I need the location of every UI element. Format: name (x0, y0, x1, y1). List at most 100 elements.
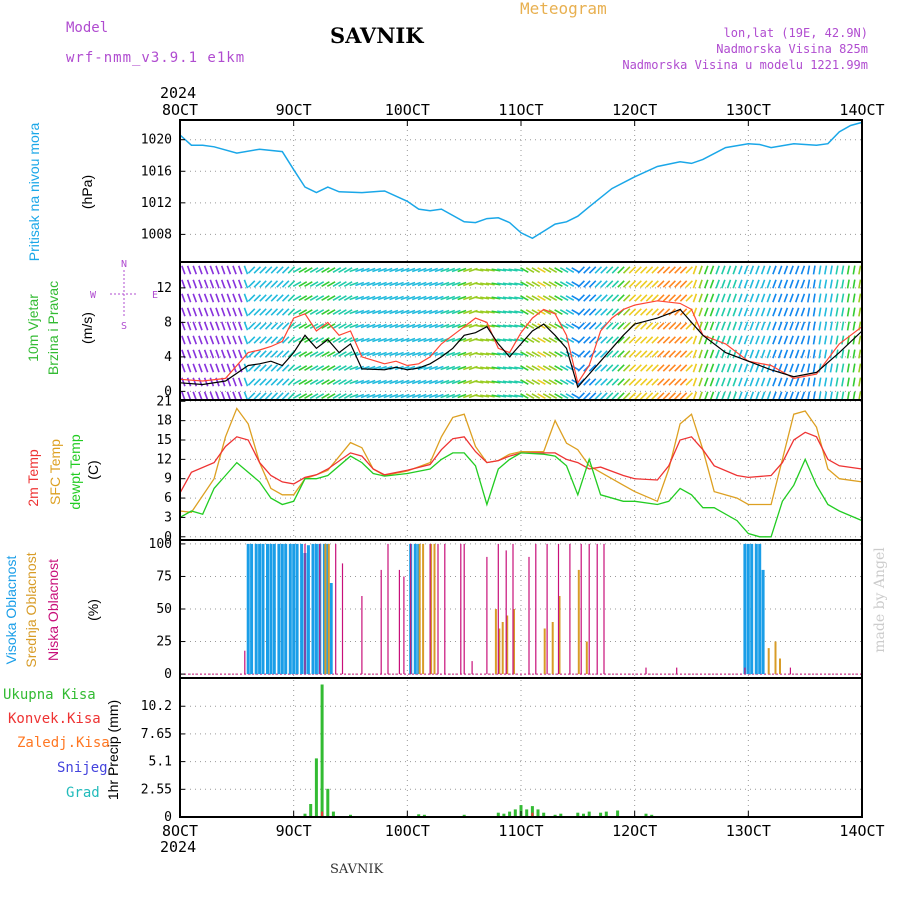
wind-arrow (417, 295, 427, 301)
wind-arrow (281, 364, 290, 372)
wind-arrow (600, 392, 608, 400)
wind-arrow (360, 379, 370, 385)
wind-arrow (243, 335, 249, 345)
temp-tick-label: 18 (156, 414, 172, 429)
wind-arrow (326, 295, 336, 301)
wind-arrow (721, 279, 726, 289)
wind-arrow (668, 336, 676, 344)
wind-arrow (209, 349, 215, 359)
wind-arrow (497, 394, 507, 398)
wind-arrow (668, 350, 676, 358)
gridlines (180, 120, 862, 818)
wind-arrow (451, 281, 461, 287)
wind-arrow (247, 378, 256, 386)
wind-arrow (852, 391, 856, 400)
wind-arrow (645, 350, 654, 358)
wind-arrow (760, 349, 766, 359)
wind-arrow (394, 351, 404, 357)
wind-arrow (243, 307, 249, 317)
station-title: SAVNIK (330, 23, 424, 48)
wind-arrow (605, 392, 614, 400)
wind-arrow (520, 309, 529, 315)
wind-arrow (835, 265, 839, 275)
wind-arrow (594, 266, 603, 274)
cloud-panel: Visoka Oblacnost Srednja Oblacnost Niska O… (3, 543, 888, 675)
wind-arrow (372, 393, 382, 399)
wind-arrow (192, 265, 198, 275)
wind-arrow (824, 279, 828, 289)
wind-arrow (715, 377, 720, 387)
wind-arrow (743, 279, 749, 289)
low-cloud-bar (398, 569, 400, 675)
wind-arrow (662, 378, 671, 386)
wind-arrow (692, 363, 698, 373)
wind-arrow (800, 335, 806, 345)
wind-arrow (777, 377, 783, 387)
wind-arrow (588, 280, 597, 288)
wind-arrow (377, 393, 387, 399)
wind-arrow (611, 308, 620, 316)
wind-arrow (732, 335, 737, 345)
wind-arrow (400, 309, 410, 315)
wind-arrow (514, 324, 524, 328)
wind-arrow (321, 351, 330, 357)
wind-arrow (360, 337, 370, 343)
wind-arrow (383, 295, 393, 301)
wind-arrow (417, 323, 427, 329)
wind-arrow (281, 266, 290, 274)
wind-arrow (800, 377, 806, 387)
wind-arrow (732, 377, 737, 387)
mid-cloud-bar (577, 569, 580, 675)
wind-arrow (600, 378, 608, 386)
wind-arrow (394, 295, 404, 301)
wind-arrow (451, 393, 461, 399)
wind-arrow (835, 391, 839, 400)
wind-arrow (349, 267, 359, 273)
wind-arrow (559, 295, 569, 301)
wind-arrow (772, 307, 777, 317)
wind-arrow (628, 364, 637, 372)
cloud-unit: (%) (85, 599, 101, 621)
wind-arrow (565, 323, 575, 329)
x-tick-label-top: 10OCT (385, 101, 430, 119)
wind-arrow (548, 267, 558, 273)
temp-tick-label: 0 (164, 530, 172, 545)
wind-arrow (457, 295, 467, 301)
wind-arrow (349, 351, 359, 357)
wind-arrow (605, 350, 614, 358)
wind-arrow (309, 351, 319, 357)
wind-arrow (406, 337, 416, 343)
wind-arrow (181, 335, 186, 345)
compass-s: S (121, 321, 127, 332)
wind-arrow (394, 337, 404, 343)
wind-arrow (497, 296, 507, 300)
wind-arrow (565, 281, 575, 287)
low-cloud-bar (244, 650, 246, 675)
total-precip-bar (553, 814, 557, 817)
wind-arrow (232, 377, 237, 387)
wind-arrow (726, 377, 732, 387)
wind-arrow (559, 267, 569, 273)
wind-arrow (406, 323, 416, 329)
wind-arrow (846, 363, 850, 373)
wind-arrow (766, 321, 772, 331)
wind-arrow (715, 265, 720, 275)
wind-arrow (852, 363, 856, 373)
wind-arrow (668, 378, 676, 386)
wind-arrow (209, 391, 215, 400)
wind-arrow (651, 266, 659, 274)
wind-arrow (721, 307, 726, 317)
wind-arrow (577, 294, 585, 302)
wind-arrow (232, 265, 237, 275)
wind-arrow (264, 336, 273, 344)
wind-arrow (743, 377, 749, 387)
wind-arrow (428, 309, 438, 315)
wind-arrow (766, 265, 772, 275)
wind-arrow (349, 281, 359, 287)
wind-arrow (355, 309, 365, 315)
wind-arrow (332, 295, 342, 301)
wind-arrow (554, 281, 563, 287)
wind-arrow (685, 322, 693, 330)
wind-arrow (253, 392, 262, 400)
wind-arrow (594, 364, 603, 372)
